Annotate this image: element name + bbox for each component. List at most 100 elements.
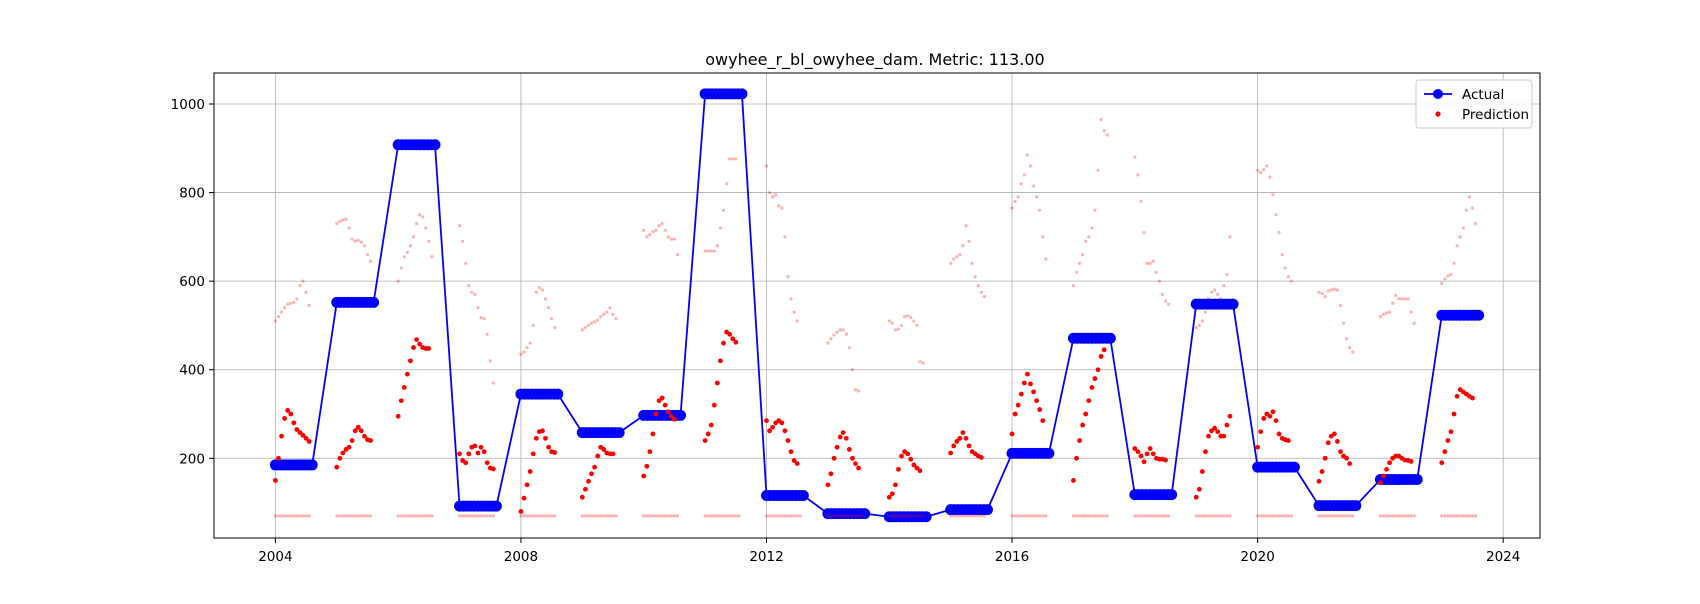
prediction-faint-point bbox=[1289, 279, 1293, 283]
prediction-faint-point bbox=[715, 514, 719, 518]
y-tick-label: 400 bbox=[179, 363, 205, 379]
prediction-faint-point bbox=[1320, 291, 1324, 296]
prediction-faint-point bbox=[982, 514, 987, 518]
prediction-faint-point bbox=[669, 514, 673, 518]
prediction-point bbox=[1021, 380, 1027, 386]
prediction-faint-point bbox=[596, 318, 600, 322]
prediction-faint-point bbox=[1265, 164, 1269, 168]
prediction-point bbox=[414, 337, 419, 342]
prediction-faint-point bbox=[728, 514, 732, 518]
prediction-point bbox=[540, 428, 545, 434]
prediction-faint-point bbox=[1394, 293, 1398, 297]
prediction-point bbox=[708, 422, 714, 428]
prediction-faint-point bbox=[525, 514, 529, 518]
prediction-point bbox=[285, 408, 291, 413]
prediction-faint-point bbox=[949, 261, 953, 266]
prediction-faint-point bbox=[1341, 514, 1346, 518]
prediction-point bbox=[601, 447, 607, 452]
prediction-faint-point bbox=[648, 514, 652, 518]
prediction-point bbox=[1322, 455, 1328, 461]
prediction-faint-point bbox=[295, 297, 299, 301]
prediction-faint-point bbox=[1148, 514, 1152, 518]
actual-marker bbox=[675, 409, 687, 421]
prediction-faint-point bbox=[414, 221, 419, 226]
prediction-faint-point bbox=[1265, 514, 1269, 518]
prediction-faint-point bbox=[1286, 275, 1290, 279]
prediction-faint-point bbox=[1384, 514, 1389, 518]
prediction-faint-point bbox=[1157, 279, 1161, 283]
prediction-point bbox=[1086, 398, 1092, 404]
prediction-faint-point bbox=[1464, 514, 1468, 518]
prediction-point bbox=[610, 451, 616, 457]
prediction-faint-point bbox=[1461, 226, 1465, 230]
prediction-point bbox=[1040, 418, 1046, 424]
prediction-faint-point bbox=[1102, 514, 1106, 518]
prediction-point bbox=[1015, 402, 1021, 408]
prediction-point bbox=[770, 424, 776, 430]
prediction-point bbox=[337, 455, 343, 461]
prediction-faint-point bbox=[543, 297, 548, 301]
prediction-faint-point bbox=[724, 182, 729, 186]
prediction-faint-point bbox=[912, 514, 916, 518]
prediction-faint-point bbox=[1332, 514, 1336, 518]
prediction-point bbox=[831, 455, 837, 461]
actual-marker bbox=[859, 508, 871, 520]
prediction-faint-point bbox=[841, 514, 845, 518]
prediction-faint-point bbox=[1038, 514, 1042, 518]
prediction-point bbox=[853, 461, 858, 466]
actual-marker bbox=[1166, 489, 1178, 501]
prediction-faint-point bbox=[1271, 193, 1275, 197]
prediction-faint-point bbox=[344, 217, 348, 221]
prediction-faint-point bbox=[1216, 292, 1220, 297]
prediction-faint-point bbox=[666, 235, 670, 239]
prediction-faint-point bbox=[964, 224, 968, 228]
prediction-point bbox=[282, 416, 287, 421]
axes: 2004 2008 2012 2016 2020 2024 200 400 600 800 1000 bbox=[171, 97, 1521, 565]
prediction-faint-point bbox=[553, 326, 557, 330]
prediction-faint-point bbox=[961, 244, 965, 248]
prediction-point bbox=[1138, 453, 1144, 459]
prediction-faint-point bbox=[408, 514, 413, 518]
prediction-faint-point bbox=[856, 514, 861, 518]
prediction-point bbox=[1442, 449, 1448, 455]
prediction-faint-point bbox=[1391, 514, 1395, 518]
prediction-faint-point bbox=[1142, 230, 1146, 235]
prediction-faint-point bbox=[1283, 514, 1287, 518]
x-tick-label: 2004 bbox=[258, 549, 292, 565]
prediction-faint-point bbox=[1151, 514, 1155, 518]
prediction-faint-point bbox=[841, 328, 845, 332]
prediction-point bbox=[352, 428, 358, 434]
prediction-faint-point bbox=[1470, 514, 1475, 518]
actual-marker bbox=[1043, 447, 1055, 459]
prediction-faint-point bbox=[338, 219, 342, 223]
prediction-faint-point bbox=[430, 514, 434, 518]
prediction-point bbox=[788, 449, 794, 455]
prediction-faint-point bbox=[1446, 274, 1450, 278]
prediction-point bbox=[954, 439, 960, 444]
prediction-faint-point bbox=[470, 290, 474, 294]
prediction-faint-point bbox=[850, 514, 855, 518]
prediction-faint-point bbox=[1452, 261, 1456, 266]
prediction-point bbox=[850, 455, 855, 461]
prediction-faint-point bbox=[1406, 514, 1410, 518]
prediction-faint-point bbox=[1464, 208, 1468, 212]
prediction-faint-point bbox=[1010, 206, 1014, 210]
prediction-point bbox=[346, 444, 352, 450]
prediction-faint-point bbox=[909, 514, 913, 518]
prediction-faint-point bbox=[663, 228, 667, 232]
prediction-point bbox=[662, 402, 668, 408]
prediction-faint-point bbox=[1216, 514, 1220, 518]
prediction-faint-point bbox=[1384, 311, 1389, 315]
prediction-faint-point bbox=[476, 514, 480, 518]
prediction-point bbox=[472, 443, 478, 449]
prediction-faint-point bbox=[1136, 173, 1140, 177]
prediction-faint-point bbox=[835, 330, 839, 334]
prediction-point bbox=[1012, 411, 1018, 417]
prediction-faint-point bbox=[528, 341, 532, 345]
prediction-faint-point bbox=[1142, 514, 1146, 518]
prediction-faint-point bbox=[295, 514, 299, 518]
plot-frame bbox=[213, 72, 1541, 539]
prediction-point bbox=[960, 430, 966, 435]
prediction-faint-point bbox=[583, 514, 588, 518]
actual-marker bbox=[306, 459, 318, 471]
